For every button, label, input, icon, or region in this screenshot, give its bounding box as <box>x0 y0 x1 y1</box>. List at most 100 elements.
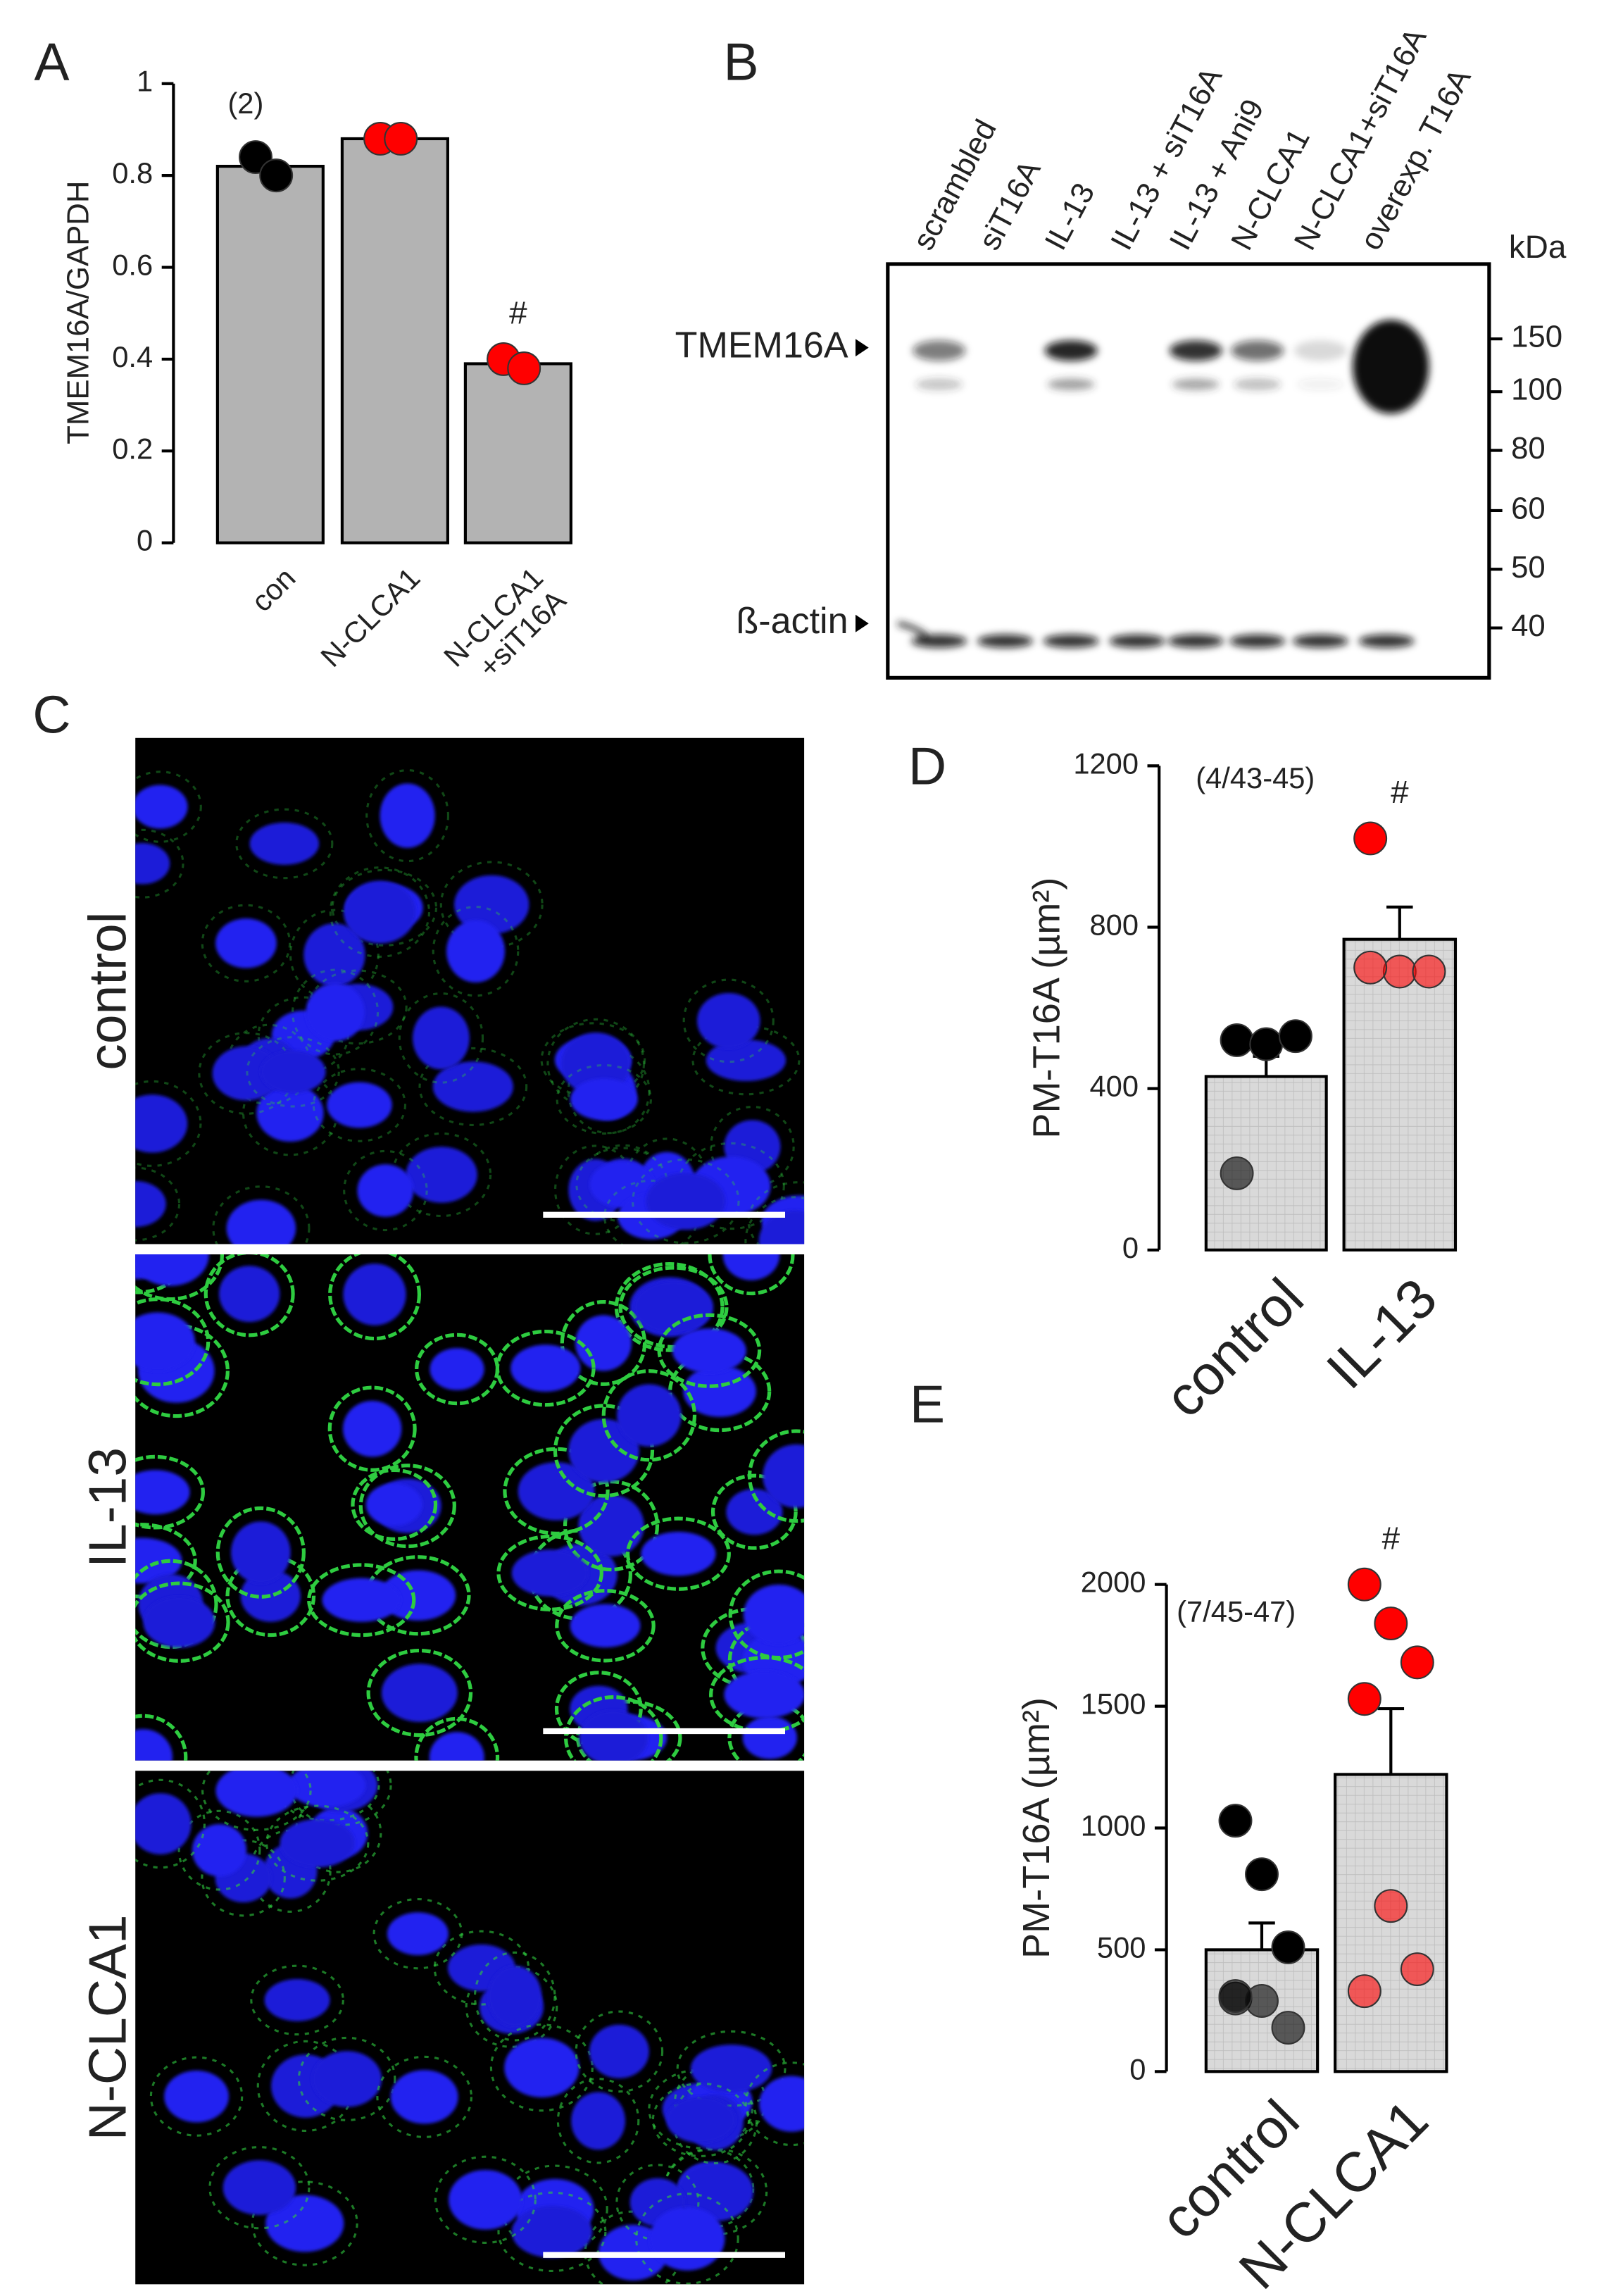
nucleus <box>387 1912 449 1956</box>
nucleus <box>510 1344 581 1392</box>
nucleus <box>215 1771 298 1817</box>
nucleus <box>327 1082 392 1128</box>
x-tick-label: IL-13 <box>1315 1266 1448 1400</box>
y-tick-label: 0 <box>137 524 153 557</box>
band <box>1234 378 1282 391</box>
membrane <box>489 2023 594 2112</box>
nucleus <box>192 1824 247 1877</box>
nucleus <box>759 2076 805 2132</box>
nucleus <box>570 1604 641 1648</box>
nucleus <box>413 1006 470 1070</box>
bar <box>463 362 572 544</box>
membrane <box>215 1506 306 1599</box>
membrane <box>135 770 202 843</box>
annotation: (4/43-45) <box>1196 761 1315 794</box>
band-label: TMEM16A <box>675 325 848 366</box>
data-point <box>1400 1645 1434 1680</box>
band <box>911 634 967 648</box>
membrane <box>744 1196 805 1244</box>
annotation: (2) <box>227 87 263 120</box>
bar <box>215 165 325 544</box>
band <box>1353 320 1429 414</box>
nucleus <box>579 1710 648 1761</box>
membrane <box>251 2180 358 2266</box>
nucleus <box>568 1418 639 1483</box>
band <box>1229 634 1286 648</box>
y-tick-label: 400 <box>1090 1070 1139 1103</box>
nucleus <box>722 1254 780 1280</box>
membrane <box>292 968 380 1056</box>
lane-label: siT16A <box>972 154 1048 256</box>
y-tick-label: 2000 <box>1081 1566 1146 1599</box>
nucleus <box>504 2038 579 2097</box>
y-tick-label: 1 <box>137 65 153 98</box>
nucleus <box>135 1470 190 1515</box>
y-tick-label: 500 <box>1097 1930 1146 1964</box>
nucleus <box>646 1173 726 1230</box>
marker-label: 50 <box>1511 550 1546 585</box>
membrane <box>576 1699 682 1761</box>
marker-label: 100 <box>1511 373 1562 407</box>
y-tick-label: 1200 <box>1073 747 1139 780</box>
nucleus <box>135 1312 195 1371</box>
nucleus <box>758 1210 805 1244</box>
membrane <box>563 1695 663 1761</box>
band <box>1167 634 1224 648</box>
membrane <box>358 1464 456 1549</box>
nucleus <box>454 875 529 935</box>
nucleus <box>143 1596 215 1648</box>
membrane <box>632 1158 740 1244</box>
nucleus <box>649 2207 725 2271</box>
panel-label: E <box>910 1375 945 1434</box>
nucleus <box>429 1732 484 1761</box>
bar <box>1342 937 1458 1252</box>
panel-label: B <box>724 32 759 92</box>
data-point <box>1245 1857 1279 1892</box>
membrane <box>728 1569 805 1660</box>
band <box>1296 378 1344 391</box>
y-tick-label: 1500 <box>1081 1687 1146 1721</box>
band-label: ß-actin <box>736 601 848 642</box>
band <box>1172 378 1220 391</box>
nucleus <box>641 1531 716 1576</box>
membrane <box>366 1648 473 1737</box>
membrane <box>625 1516 731 1591</box>
membrane <box>135 1166 181 1242</box>
x-tick-label: con <box>245 561 302 618</box>
row-label: N-CLCA1 <box>78 1914 137 2140</box>
membrane <box>496 1534 603 1611</box>
nucleus <box>280 1818 356 1868</box>
nucleus <box>219 1266 280 1323</box>
nucleus <box>322 1578 401 1622</box>
annotation: (7/45-47) <box>1177 1595 1296 1628</box>
membrane <box>473 1951 556 2042</box>
membrane <box>432 906 520 997</box>
nucleus <box>303 923 365 987</box>
membrane <box>601 1369 697 1462</box>
membrane <box>503 1447 610 1535</box>
nucleus <box>726 1488 783 1535</box>
band <box>1231 340 1284 361</box>
nucleus <box>390 2070 458 2124</box>
nucleus <box>265 2195 344 2252</box>
membrane <box>203 1254 295 1337</box>
row-label: control <box>78 912 137 1071</box>
nucleus <box>135 1793 192 1854</box>
membrane <box>177 1809 261 1891</box>
band <box>1293 340 1347 361</box>
membrane <box>676 2030 787 2107</box>
membrane <box>556 1063 652 1135</box>
nucleus <box>226 1199 296 1244</box>
data-point <box>1271 2011 1305 2045</box>
membrane <box>747 1429 805 1523</box>
nucleus <box>344 880 416 944</box>
band <box>915 378 963 391</box>
cells <box>135 1771 805 2285</box>
data-point <box>1400 1952 1434 1987</box>
data-point <box>1249 1027 1284 1061</box>
band <box>913 340 966 361</box>
data-point <box>1347 1567 1381 1602</box>
band <box>897 621 929 639</box>
band <box>1109 634 1165 648</box>
nucleus <box>696 992 760 1049</box>
